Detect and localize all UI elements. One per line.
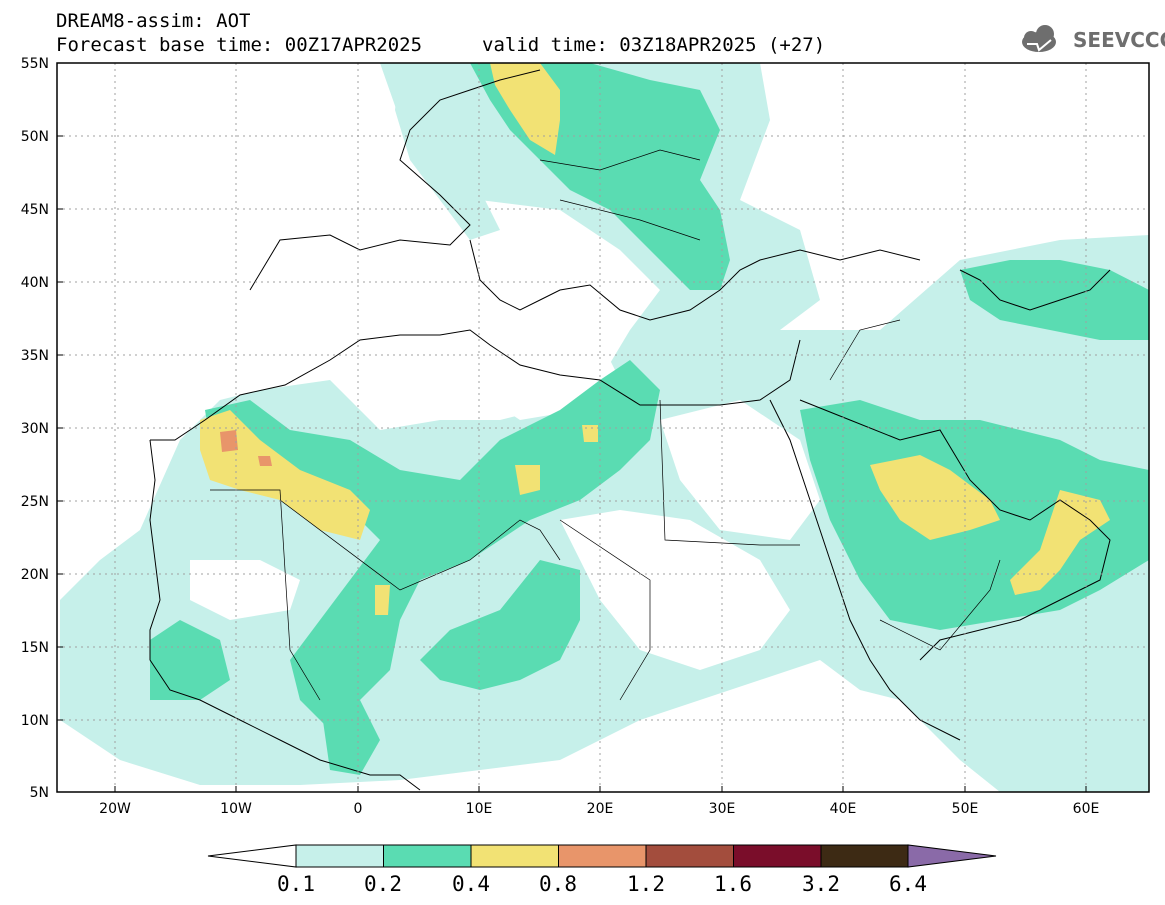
colorbar-label: 6.4 xyxy=(889,872,927,896)
lon-label: 10W xyxy=(220,801,252,817)
colorbar-swatch xyxy=(383,844,472,868)
aot-band-0.8-spot2 xyxy=(258,456,272,466)
lat-label: 50N xyxy=(21,129,49,145)
lon-label: 60E xyxy=(1073,801,1100,817)
aot-band-0.4-poland xyxy=(490,63,560,155)
colorbar-swatch xyxy=(820,844,909,868)
lat-label: 35N xyxy=(21,348,49,364)
colorbar-swatch xyxy=(645,844,734,868)
seevccc-logo xyxy=(1022,25,1056,52)
aot-band-0.4-spot1 xyxy=(515,465,540,495)
logo-text: SEEVCCC xyxy=(1073,28,1165,52)
aot-band-0.2-caspian xyxy=(960,260,1149,340)
cloud-logo-icon xyxy=(1022,25,1056,52)
grid-lines xyxy=(57,63,1149,792)
latitude-labels: 55N 50N 45N 40N 35N 30N 25N 20N 15N 10N … xyxy=(21,56,49,801)
aot-clear-sahel xyxy=(190,560,300,620)
map-title: DREAM8-assim: AOT xyxy=(56,10,251,32)
colorbar-swatch xyxy=(558,844,647,868)
colorbar-label: 1.2 xyxy=(627,872,665,896)
lat-label: 15N xyxy=(21,640,49,656)
colorbar-label: 0.2 xyxy=(364,872,402,896)
aot-band-0.4-morocco xyxy=(200,410,370,540)
aot-band-0.4-spot3 xyxy=(582,425,598,442)
aot-clear-egypt xyxy=(660,400,820,540)
lat-label: 55N xyxy=(21,56,49,72)
colorbar-swatches xyxy=(295,844,909,868)
colorbar-label: 1.6 xyxy=(714,872,752,896)
lat-label: 30N xyxy=(21,421,49,437)
valid-time: valid time: 03Z18APR2025 (+27) xyxy=(482,34,826,56)
longitude-labels: 20W 10W 0 10E 20E 30E 40E 50E 60E xyxy=(99,801,1099,817)
aot-band-0.2-central xyxy=(420,560,580,690)
colorbar-label: 0.1 xyxy=(277,872,315,896)
lon-label: 10E xyxy=(466,801,493,817)
country-borders xyxy=(210,149,1001,701)
lon-label: 30E xyxy=(709,801,736,817)
lat-label: 5N xyxy=(30,785,49,801)
colorbar-under-arrow xyxy=(207,844,297,868)
aot-band-0.4-arabia xyxy=(870,455,1000,540)
aot-band-0.1-europe xyxy=(395,63,500,240)
tick-marks xyxy=(57,62,1087,793)
colorbar-label: 3.2 xyxy=(802,872,840,896)
coastlines xyxy=(149,69,1111,791)
colorbar-label: 0.4 xyxy=(452,872,490,896)
colorbar-label: 0.8 xyxy=(539,872,577,896)
lon-label: 50E xyxy=(952,801,979,817)
colorbar-swatch xyxy=(295,844,384,868)
aot-band-0.4-spot2 xyxy=(375,585,390,615)
colorbar-over-arrow xyxy=(907,844,997,868)
lat-label: 20N xyxy=(21,567,49,583)
aot-band-0.2-westafrica xyxy=(150,620,230,700)
lat-label: 25N xyxy=(21,494,49,510)
aot-clear-sahara xyxy=(560,510,790,670)
aot-band-0.2-sahara xyxy=(205,360,660,730)
lon-label: 20W xyxy=(99,801,131,817)
lat-label: 10N xyxy=(21,713,49,729)
lat-label: 45N xyxy=(21,202,49,218)
aot-band-0.8-spot1 xyxy=(220,430,238,452)
lon-label: 0 xyxy=(354,801,363,817)
lon-label: 40E xyxy=(830,801,857,817)
colorbar-swatch xyxy=(733,844,822,868)
aot-band-0.2-gulfguinea xyxy=(320,700,380,775)
colorbar: 0.1 0.2 0.4 0.8 1.2 1.6 3.2 6.4 xyxy=(207,844,997,896)
colorbar-swatch xyxy=(470,844,559,868)
lon-label: 20E xyxy=(587,801,614,817)
aot-clear-libya xyxy=(470,300,620,420)
forecast-base-time: Forecast base time: 00Z17APR2025 xyxy=(56,34,423,56)
colorbar-labels: 0.1 0.2 0.4 0.8 1.2 1.6 3.2 6.4 xyxy=(277,872,927,896)
lat-label: 40N xyxy=(21,275,49,291)
